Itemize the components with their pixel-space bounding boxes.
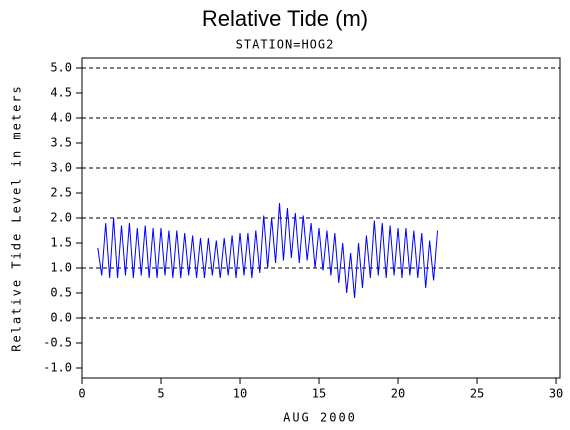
- y-tick-label: 1.0: [50, 261, 72, 275]
- x-tick-label: 25: [470, 387, 484, 401]
- tide-line: [97, 202, 439, 299]
- x-tick-label: 15: [312, 387, 326, 401]
- y-tick-label: 2.0: [50, 211, 72, 225]
- y-tick-label: 1.5: [50, 236, 72, 250]
- y-tick-label: 5.0: [50, 61, 72, 75]
- x-tick-label: 0: [78, 387, 85, 401]
- y-tick-label: 3.0: [50, 161, 72, 175]
- y-tick-label: 2.5: [50, 186, 72, 200]
- y-tick-label: 4.0: [50, 111, 72, 125]
- x-tick-label: 30: [549, 387, 563, 401]
- chart-title: Relative Tide (m): [202, 6, 368, 31]
- x-axis-label: AUG 2000: [283, 411, 357, 425]
- x-tick-label: 20: [391, 387, 405, 401]
- chart-subtitle: STATION=HOG2: [236, 38, 335, 52]
- y-tick-label: 3.5: [50, 136, 72, 150]
- y-tick-label: 0.0: [50, 311, 72, 325]
- y-tick-label: 0.5: [50, 286, 72, 300]
- x-tick-label: 10: [233, 387, 247, 401]
- y-tick-label: -0.5: [43, 336, 72, 350]
- x-tick-label: 5: [157, 387, 164, 401]
- y-tick-label: 4.5: [50, 86, 72, 100]
- y-axis-label: Relative Tide Level in meters: [10, 84, 24, 352]
- y-tick-label: -1.0: [43, 361, 72, 375]
